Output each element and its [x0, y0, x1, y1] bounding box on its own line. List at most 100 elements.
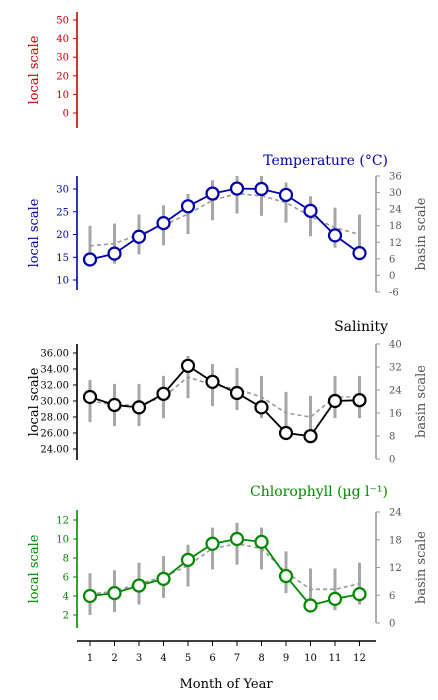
left-tick-label: 10	[56, 90, 69, 101]
x-tick-label: 8	[258, 653, 264, 664]
basin-series-line	[89, 376, 360, 418]
local-data-point	[327, 393, 343, 409]
local-data-point	[156, 216, 171, 231]
local-series-line	[89, 538, 360, 607]
left-tick-label: 50	[56, 16, 69, 27]
left-tick-label: 8	[63, 554, 69, 565]
local-data-point	[254, 181, 269, 197]
x-tick-label: 12	[353, 653, 366, 664]
local-data-point	[131, 229, 147, 244]
left-axis-title: local scale	[27, 198, 42, 267]
local-data-point	[352, 393, 367, 408]
left-tick-label: 6	[63, 573, 69, 584]
right-tick-label: 8	[389, 432, 395, 443]
right-tick-label: 12	[389, 238, 402, 249]
x-tick-label: 1	[87, 653, 93, 664]
local-data-point	[278, 187, 294, 203]
local-data-point	[278, 425, 294, 441]
right-tick-label: 6	[389, 254, 395, 265]
local-data-point	[82, 389, 98, 405]
left-tick-label: 0	[63, 109, 69, 120]
local-data-point	[180, 358, 196, 373]
right-tick-label: 24	[389, 508, 402, 519]
left-tick-label: 10	[56, 535, 69, 546]
left-tick-label: 10	[56, 276, 69, 287]
local-data-point	[254, 534, 269, 549]
local-data-point	[352, 586, 367, 602]
panel-title: Temperature (°C)	[263, 153, 388, 169]
local-data-point	[278, 568, 294, 584]
local-data-point	[107, 246, 122, 261]
right-tick-label: 18	[389, 535, 402, 546]
local-data-point	[303, 598, 318, 613]
panel-title: Chlorophyll (µg l⁻¹)	[250, 484, 388, 500]
left-tick-label: 26.00	[40, 429, 69, 440]
right-tick-label: 12	[389, 563, 402, 574]
left-tick-label: 32.00	[40, 381, 69, 392]
local-series-line	[89, 187, 361, 261]
left-tick-label: 4	[63, 592, 69, 603]
right-axis-title: basin scale	[414, 365, 429, 438]
right-tick-label: 16	[389, 409, 402, 420]
right-tick-label: 6	[389, 591, 395, 602]
left-tick-label: 34.00	[40, 365, 69, 376]
local-data-point	[107, 397, 122, 413]
left-tick-label: 15	[56, 253, 69, 264]
right-tick-label: 24	[389, 205, 402, 216]
left-tick-label: 36.00	[40, 349, 69, 360]
x-tick-label: 11	[329, 653, 342, 664]
x-axis-title: Month of Year	[179, 677, 273, 692]
local-data-point	[131, 400, 147, 415]
left-tick-label: 2	[63, 611, 69, 622]
left-tick-label: 30.00	[40, 397, 69, 408]
x-tick-label: 3	[136, 653, 142, 664]
x-tick-label: 10	[304, 653, 317, 664]
left-tick-label: 20	[56, 71, 69, 82]
local-data-point	[205, 186, 220, 201]
local-data-point	[229, 385, 245, 401]
local-data-point	[82, 252, 98, 267]
left-tick-label: 25	[56, 207, 69, 218]
left-tick-label: 24.00	[40, 445, 69, 456]
right-tick-label: 30	[389, 188, 402, 199]
left-axis-title: local scale	[27, 367, 42, 436]
left-tick-label: 12	[56, 516, 69, 527]
x-tick-label: 9	[283, 653, 289, 664]
left-axis-title: local scale	[27, 534, 42, 603]
variability-bars	[88, 522, 361, 615]
x-tick-label: 6	[209, 653, 215, 664]
local-series-line	[89, 364, 360, 438]
right-tick-label: 18	[389, 221, 402, 232]
local-data-point	[229, 531, 245, 547]
basin-series-line	[89, 542, 360, 595]
left-tick-label: 20	[56, 230, 69, 241]
local-data-point	[352, 246, 367, 261]
right-tick-label: 0	[389, 271, 395, 282]
local-data-point	[180, 199, 196, 214]
right-axis-title: basin scale	[414, 531, 429, 604]
right-tick-label: 40	[389, 340, 402, 351]
local-data-point	[82, 588, 98, 604]
panel-title: Salinity	[334, 319, 388, 335]
local-data-point	[205, 536, 220, 551]
local-data-point	[156, 386, 171, 401]
right-tick-label: 0	[389, 455, 395, 466]
left-axis-title: local scale	[27, 35, 42, 104]
local-data-point	[205, 374, 220, 389]
left-tick-label: 30	[56, 185, 69, 196]
right-tick-label: -6	[389, 288, 399, 299]
x-tick-label: 4	[160, 653, 166, 664]
basin-series-line	[89, 192, 360, 247]
right-tick-label: 0	[389, 619, 395, 630]
local-data-point	[156, 571, 171, 587]
left-tick-label: 40	[56, 34, 69, 45]
local-data-point	[107, 586, 122, 601]
right-tick-label: 24	[389, 386, 402, 397]
local-data-point	[327, 228, 343, 243]
x-tick-label: 7	[234, 653, 240, 664]
local-data-point	[327, 591, 343, 606]
x-tick-label: 2	[111, 653, 117, 664]
right-tick-label: 32	[389, 363, 402, 374]
left-tick-label: 28.00	[40, 413, 69, 424]
